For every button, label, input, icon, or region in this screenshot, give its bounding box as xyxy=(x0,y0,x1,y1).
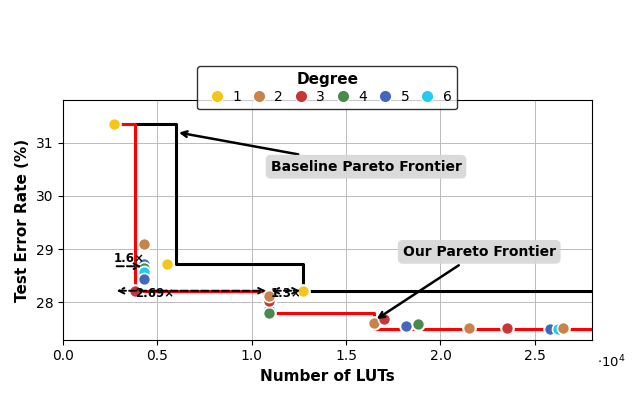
Point xyxy=(264,293,274,299)
Point xyxy=(139,241,149,247)
Point xyxy=(545,326,555,332)
Point xyxy=(413,320,423,327)
Point xyxy=(129,288,140,294)
Point xyxy=(552,326,563,332)
Point xyxy=(552,326,563,332)
Point xyxy=(379,316,389,323)
Point xyxy=(139,275,149,282)
Point xyxy=(162,261,172,267)
Point xyxy=(139,275,149,282)
Point xyxy=(558,325,568,331)
Point xyxy=(463,325,474,331)
Point xyxy=(109,121,119,127)
Text: 1.6×: 1.6× xyxy=(114,252,145,265)
Point xyxy=(558,325,568,331)
Point xyxy=(369,320,380,326)
Text: Our Pareto Frontier: Our Pareto Frontier xyxy=(379,245,556,318)
Point xyxy=(369,320,380,326)
Point xyxy=(109,121,119,127)
Point xyxy=(264,310,274,316)
Text: 1.3×: 1.3× xyxy=(271,287,301,300)
Point xyxy=(264,310,274,316)
Y-axis label: Test Error Rate (%): Test Error Rate (%) xyxy=(15,138,30,302)
Point xyxy=(401,323,412,330)
Point xyxy=(298,288,308,294)
Point xyxy=(129,288,140,294)
Point xyxy=(139,261,149,267)
Point xyxy=(264,306,274,312)
Point xyxy=(264,302,274,308)
Point xyxy=(463,325,474,331)
Point xyxy=(413,320,423,327)
Point xyxy=(139,265,149,271)
Text: $\cdot10^4$: $\cdot10^4$ xyxy=(596,354,625,371)
Point xyxy=(139,261,149,267)
Text: Baseline Pareto Frontier: Baseline Pareto Frontier xyxy=(182,131,461,174)
Point xyxy=(162,261,172,267)
Point xyxy=(298,288,308,294)
Point xyxy=(139,269,149,275)
Point xyxy=(545,326,555,332)
Point xyxy=(139,241,149,247)
Point xyxy=(264,306,274,312)
Point xyxy=(139,265,149,271)
Point xyxy=(401,323,412,330)
Legend: 1, 2, 3, 4, 5, 6: 1, 2, 3, 4, 5, 6 xyxy=(197,66,457,109)
Point xyxy=(264,298,274,304)
Point xyxy=(501,325,511,331)
Point xyxy=(264,302,274,308)
Text: 2.69×: 2.69× xyxy=(134,287,174,300)
Point xyxy=(139,269,149,275)
X-axis label: Number of LUTs: Number of LUTs xyxy=(260,369,395,384)
Point xyxy=(264,298,274,304)
Point xyxy=(379,316,389,323)
Point xyxy=(264,293,274,299)
Point xyxy=(501,325,511,331)
